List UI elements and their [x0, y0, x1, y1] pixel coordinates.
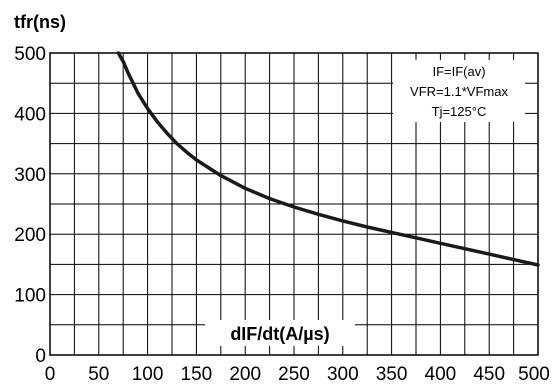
x-tick-label: 0 — [45, 364, 56, 385]
x-tick-label: 200 — [229, 364, 261, 385]
x-label-background — [205, 320, 355, 346]
plot-frame — [49, 52, 539, 356]
x-axis-label: dIF/dt(A/µs) — [230, 324, 329, 344]
x-tick-label: 450 — [473, 364, 505, 385]
y-tick-label: 200 — [14, 225, 46, 246]
tfr-curve — [116, 51, 540, 267]
y-tick-label: 500 — [14, 44, 46, 65]
annotation-box — [393, 60, 525, 122]
x-tick-label: 100 — [132, 364, 164, 385]
annotation-line-1: IF=IF(av) — [432, 64, 485, 79]
x-tick-label: 350 — [376, 364, 408, 385]
x-tick-label: 250 — [278, 364, 310, 385]
y-tick-labels: 0 100 200 300 400 500 — [14, 44, 46, 367]
grid — [50, 53, 538, 355]
x-tick-label: 50 — [88, 364, 109, 385]
y-tick-label: 400 — [14, 104, 46, 125]
x-tick-label: 500 — [518, 364, 550, 385]
x-tick-labels: 0 50 100 150 200 250 300 350 400 450 500 — [45, 364, 550, 385]
annotation-line-2: VFR=1.1*VFmax — [410, 84, 508, 99]
x-tick-label: 150 — [181, 364, 213, 385]
y-tick-label: 0 — [35, 346, 46, 367]
y-axis-label: tfr(ns) — [14, 12, 66, 32]
x-tick-label: 400 — [425, 364, 457, 385]
y-tick-label: 100 — [14, 286, 46, 307]
x-tick-label: 300 — [327, 364, 359, 385]
annotation-line-3: Tj=125°C — [432, 104, 487, 119]
y-tick-label: 300 — [14, 165, 46, 186]
